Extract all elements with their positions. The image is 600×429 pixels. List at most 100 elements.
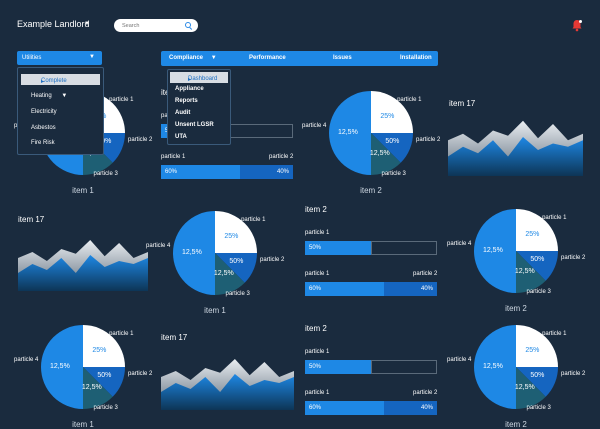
pie-slice-label: 25% [224,232,239,240]
card-title: item 17 [18,215,45,224]
progress-fill-secondary [240,165,293,179]
progress-bar-split: 60% 40% [305,282,437,296]
menu-item-label: Complete [41,78,67,84]
card-title: item 2 [305,324,327,333]
progress-value: 40% [276,169,289,175]
utilities-item-complete[interactable]: ▸ Complete [21,74,100,85]
utilities-dropdown-button[interactable]: Utilities ▼ [17,51,102,65]
pie-slice-label: 12,5% [49,363,70,370]
caret-right-icon: ▸ [41,79,45,85]
pie-legend-label: particle 2 [561,371,586,378]
pie-legend-label: particle 3 [225,290,250,297]
pie-legend-label: particle 3 [93,404,118,411]
progress-value: 60% [165,169,178,175]
bell-icon[interactable] [570,18,584,32]
bar-label: particle 2 [269,154,294,160]
pie-legend-label: particle 1 [542,215,567,222]
card-title: item 2 [305,205,327,214]
compliance-item-appliance[interactable]: Appliance [175,86,204,92]
pie-legend-label: particle 4 [146,242,171,249]
bar-label: particle 1 [305,230,330,236]
pie-slice-label: 50% [97,371,112,379]
pie-slice-label: 50% [530,255,545,263]
chevron-down-icon[interactable]: ▼ [84,21,90,27]
compliance-item-audit[interactable]: Audit [175,110,191,116]
progress-bar-single: 50% [305,241,437,255]
compliance-item-uta[interactable]: UTA [175,134,187,140]
pie-slice-label: 25% [92,346,107,354]
pie-legend-label: particle 4 [302,122,327,129]
area-series [448,137,583,176]
card-caption: item 2 [505,304,527,313]
pie-slice-label: 25% [525,230,540,238]
pie-slice-label: 12,5% [514,268,535,276]
progress-value: 60% [309,286,322,292]
tab-issues[interactable]: Issues [333,55,352,61]
compliance-item-dashboard[interactable]: ▸ Dashboard [170,72,228,83]
card-caption: item 1 [72,186,94,195]
progress-fill [305,282,385,296]
utilities-item-heating[interactable]: Heating ▼ [31,93,67,99]
progress-value: 40% [420,405,433,411]
progress-fill [305,241,371,255]
utilities-menu: ▸ Complete Heating ▼ Electricity Asbesto… [17,67,104,155]
pie-legend-label: particle 3 [526,288,551,295]
pie-legend-label: particle 1 [241,217,266,224]
pie-legend-label: particle 1 [109,97,134,104]
chevron-down-icon: ▼ [210,55,217,61]
menu-item-label: Heating [31,93,52,99]
tab-label: Compliance [169,55,204,61]
bar-label: particle 1 [305,349,330,355]
progress-bar-split: 60% 40% [305,401,437,415]
area-series [161,374,294,410]
pie-slice-label: 12,5% [181,249,202,256]
card-title: item 17 [161,333,188,342]
pie-slice-label: 12,5% [482,247,503,254]
utilities-item-asbestos[interactable]: Asbestos [31,125,56,131]
compliance-item-reports[interactable]: Reports [175,98,198,104]
progress-empty [371,241,437,255]
compliance-item-unsent-lgsr[interactable]: Unsent LGSR [175,122,214,128]
utilities-item-electricity[interactable]: Electricity [31,109,57,115]
progress-fill [305,360,371,374]
pie-legend-label: particle 2 [128,137,153,144]
search-box[interactable] [114,19,198,32]
pie-slice-label: 25% [380,112,395,120]
pie-slice-label: 12,5% [81,384,102,392]
pie-legend-label: particle 1 [109,331,134,338]
bar-label: particle 1 [161,154,186,160]
pie-slice-label: 50% [229,257,244,265]
progress-bar-single: 50% [305,360,437,374]
pie-slice-label: 50% [97,137,112,145]
card-caption: item 2 [505,420,527,429]
pie-slice-label: 12,5% [369,150,390,158]
pie-legend-label: particle 2 [128,371,153,378]
pie-slice-label: 25% [525,346,540,354]
progress-bar-split: 60% 40% [161,165,293,179]
pie-legend-label: particle 4 [447,356,472,363]
progress-value: 50% [309,245,322,251]
bar-label: particle 1 [305,390,330,396]
chevron-down-icon: ▼ [89,54,95,60]
area-chart [161,359,294,410]
pie-legend-label: particle 2 [416,137,441,144]
pie-slice-label: 12,5% [482,363,503,370]
search-icon[interactable] [185,22,191,28]
compliance-menu: ▸ Dashboard Appliance Reports Audit Unse… [167,69,231,145]
org-name[interactable]: Example Landlord [17,19,90,29]
progress-fill-secondary [384,282,437,296]
card-caption: item 1 [204,306,226,315]
tab-compliance[interactable]: Compliance ▼ [169,55,217,61]
pie-legend-label: particle 1 [542,331,567,338]
pie-legend-label: particle 2 [260,257,285,264]
utilities-item-fire-risk[interactable]: Fire Risk [31,140,55,146]
progress-empty [371,360,437,374]
pie-legend-label: particle 1 [397,97,422,104]
progress-empty [227,124,293,138]
tab-installation[interactable]: Installation [400,55,432,61]
search-input[interactable] [122,21,182,30]
tab-performance[interactable]: Performance [249,55,286,61]
area-chart [448,120,583,176]
bar-label: particle 2 [413,390,438,396]
pie-slice-label: 12,5% [514,384,535,392]
